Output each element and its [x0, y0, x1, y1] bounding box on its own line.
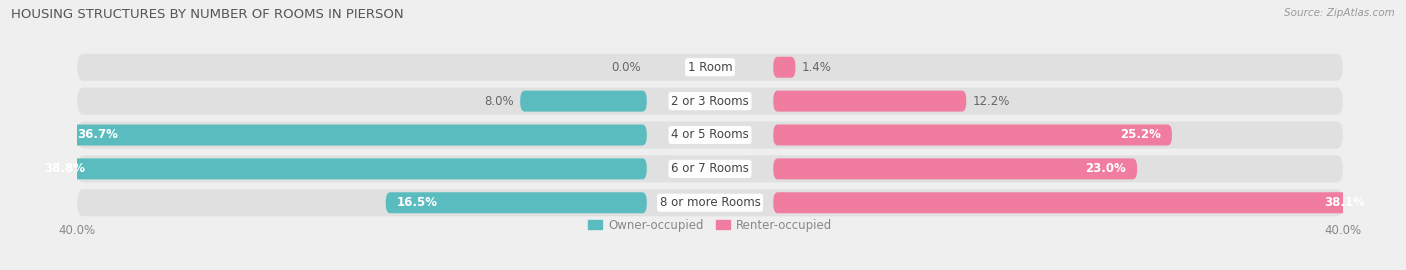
- FancyBboxPatch shape: [77, 54, 1343, 81]
- Text: 6 or 7 Rooms: 6 or 7 Rooms: [671, 162, 749, 176]
- Text: 4 or 5 Rooms: 4 or 5 Rooms: [671, 129, 749, 141]
- FancyBboxPatch shape: [66, 124, 647, 146]
- Text: 38.8%: 38.8%: [44, 162, 86, 176]
- Text: 23.0%: 23.0%: [1085, 162, 1126, 176]
- FancyBboxPatch shape: [773, 91, 966, 112]
- FancyBboxPatch shape: [77, 189, 1343, 216]
- FancyBboxPatch shape: [77, 155, 1343, 183]
- FancyBboxPatch shape: [34, 158, 647, 179]
- FancyBboxPatch shape: [77, 87, 1343, 115]
- Text: 1.4%: 1.4%: [801, 61, 831, 74]
- Text: 8.0%: 8.0%: [484, 94, 515, 108]
- FancyBboxPatch shape: [773, 158, 1137, 179]
- Text: 8 or more Rooms: 8 or more Rooms: [659, 196, 761, 209]
- FancyBboxPatch shape: [773, 192, 1376, 213]
- FancyBboxPatch shape: [520, 91, 647, 112]
- Text: 16.5%: 16.5%: [396, 196, 437, 209]
- FancyBboxPatch shape: [773, 57, 796, 78]
- Text: 38.1%: 38.1%: [1324, 196, 1365, 209]
- Text: 25.2%: 25.2%: [1121, 129, 1161, 141]
- Text: 1 Room: 1 Room: [688, 61, 733, 74]
- Text: HOUSING STRUCTURES BY NUMBER OF ROOMS IN PIERSON: HOUSING STRUCTURES BY NUMBER OF ROOMS IN…: [11, 8, 404, 21]
- FancyBboxPatch shape: [77, 122, 1343, 148]
- Text: 2 or 3 Rooms: 2 or 3 Rooms: [671, 94, 749, 108]
- FancyBboxPatch shape: [385, 192, 647, 213]
- Text: 0.0%: 0.0%: [610, 61, 641, 74]
- Text: 12.2%: 12.2%: [973, 94, 1010, 108]
- Text: 36.7%: 36.7%: [77, 129, 118, 141]
- FancyBboxPatch shape: [773, 124, 1173, 146]
- Legend: Owner-occupied, Renter-occupied: Owner-occupied, Renter-occupied: [583, 214, 837, 236]
- Text: Source: ZipAtlas.com: Source: ZipAtlas.com: [1284, 8, 1395, 18]
